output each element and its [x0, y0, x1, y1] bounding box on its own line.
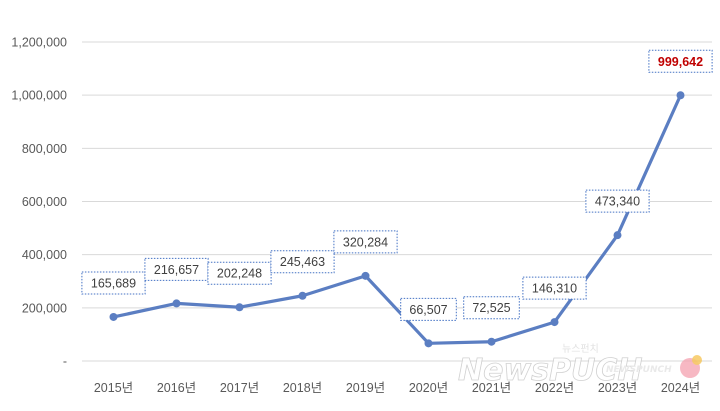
watermark-korean-text: 뉴스펀치: [562, 343, 599, 355]
data-label-box: [400, 297, 457, 321]
watermark-small-text: NEWSPUNCH: [606, 365, 672, 375]
data-label: 320,284: [343, 235, 388, 249]
data-label-box: [207, 261, 272, 285]
data-point: [487, 337, 496, 346]
x-category-label: 2019년: [346, 381, 385, 395]
data-label: 72,525: [472, 301, 510, 315]
data-point: [235, 303, 244, 312]
y-tick-label: 1,000,000: [11, 89, 67, 103]
data-point: [172, 299, 181, 308]
y-tick-label: 1,200,000: [11, 36, 67, 50]
y-axis-tick-labels: - 200,000 400,000 600,000 800,000 1,000,000 1,…: [11, 36, 67, 369]
data-point: [676, 91, 685, 100]
data-label: 66,507: [409, 303, 447, 317]
data-label: 999,642: [658, 55, 703, 69]
series-line-group: [109, 91, 685, 348]
data-label-box: [522, 276, 587, 300]
data-point: [109, 312, 118, 321]
data-label: 245,463: [280, 255, 325, 269]
x-category-label: 2018년: [283, 381, 322, 395]
data-point: [424, 339, 433, 348]
y-tick-label: 800,000: [22, 142, 67, 156]
x-category-label: 2020년: [409, 381, 448, 395]
data-label: 165,689: [91, 276, 136, 290]
data-label: 146,310: [532, 282, 577, 296]
series-line: [113, 94, 682, 345]
data-labels: 165,689 216,657 202,248 245,463 320,284 66,50…: [81, 49, 713, 321]
x-category-label: 2024년: [661, 381, 700, 395]
data-label-box: [463, 296, 520, 320]
data-point: [361, 271, 370, 280]
data-label: 216,657: [154, 263, 199, 277]
data-label-box: [648, 49, 713, 73]
y-tick-label: 600,000: [22, 195, 67, 209]
data-label-box: [270, 250, 335, 274]
y-tick-label: 400,000: [22, 248, 67, 262]
gridlines: [82, 41, 712, 362]
data-label-box: [81, 271, 146, 295]
data-point: [298, 291, 307, 300]
x-category-label: 2017년: [220, 381, 259, 395]
data-label-box: [144, 257, 209, 281]
y-tick-label: 200,000: [22, 301, 67, 315]
newspunch-watermark-logo: NewsPUCH 뉴스펀치 NEWSPUNCH: [458, 343, 702, 388]
y-tick-label: -: [63, 355, 67, 369]
data-point: [550, 318, 559, 327]
data-label-box: [585, 189, 650, 213]
data-label-box: [333, 230, 398, 254]
data-label: 473,340: [595, 195, 640, 209]
x-category-label: 2023년: [598, 381, 637, 395]
data-point: [613, 231, 622, 240]
x-category-label: 2016년: [157, 381, 196, 395]
watermark-burst-icon: [692, 355, 702, 365]
watermark-brand-text: NewsPUCH: [458, 353, 643, 388]
x-category-label: 2015년: [94, 381, 133, 395]
x-category-label: 2021년: [472, 381, 511, 395]
x-category-label: 2022년: [535, 381, 574, 395]
x-axis-category-labels: 2015년 2016년 2017년 2018년 2019년 2020년 2021년 2022년…: [94, 381, 700, 395]
data-label: 202,248: [217, 267, 262, 281]
